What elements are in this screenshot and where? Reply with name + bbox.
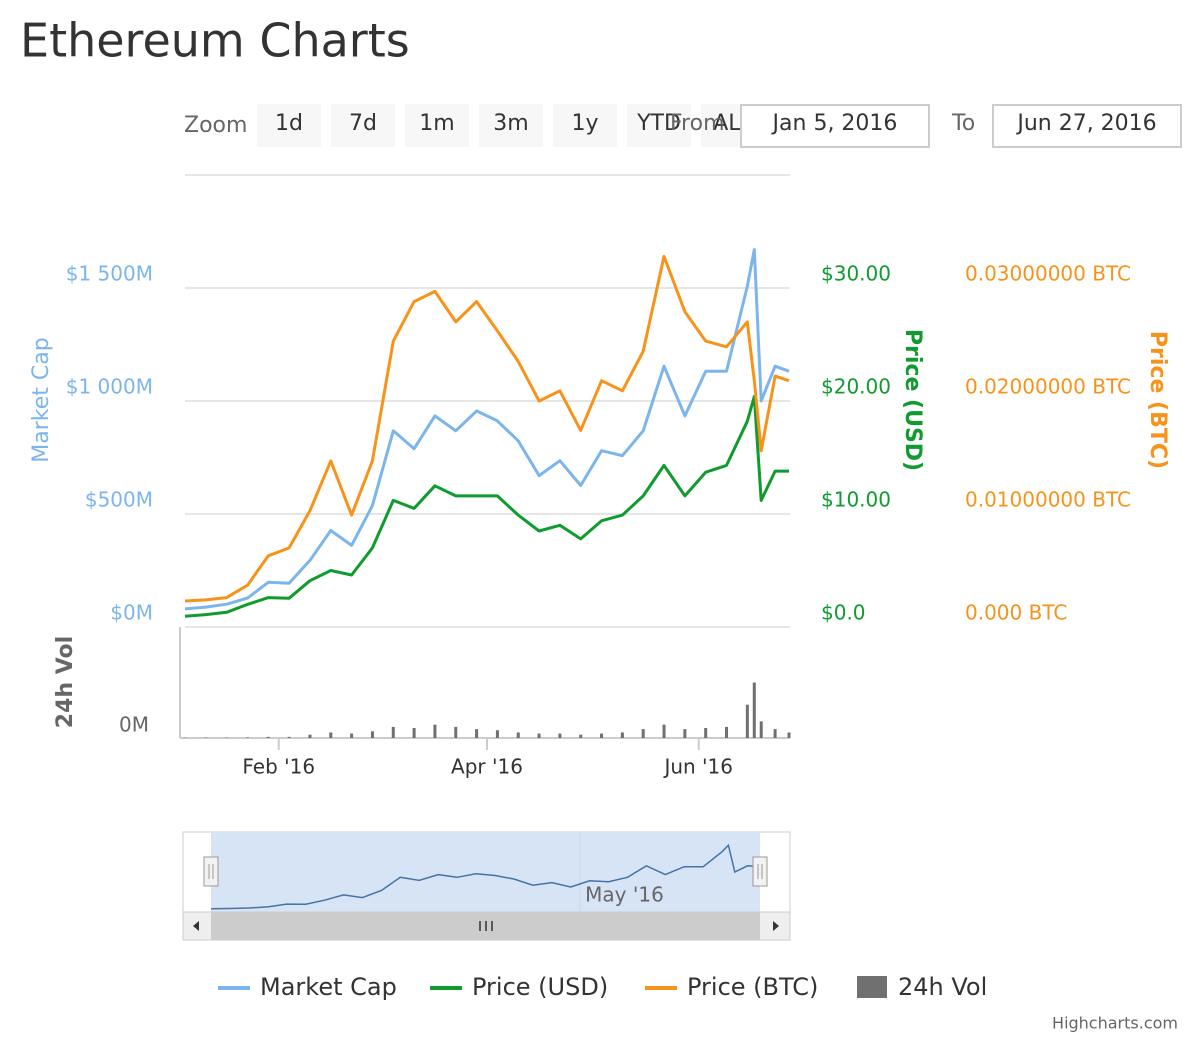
- series-line: [184, 248, 790, 611]
- volume-bar: [287, 736, 291, 738]
- y-tick-label: $1 500M: [66, 262, 153, 286]
- volume-bar: [641, 729, 645, 738]
- volume-bar: [683, 729, 687, 738]
- scroll-left-arrow[interactable]: [193, 921, 199, 931]
- to-label: To: [951, 111, 975, 136]
- plot: $0M $500M $1 000M $1 500M $0.0 $10.00 $20.00 $3…: [66, 248, 1131, 912]
- y3-axis-title: Price (BTC): [1145, 331, 1170, 469]
- x-tick-label: Apr '16: [451, 755, 523, 779]
- zoom-label: Zoom: [184, 113, 247, 138]
- from-label: From: [670, 111, 725, 136]
- y-tick-label: $500M: [85, 488, 153, 512]
- zoom-button[interactable]: [257, 104, 321, 147]
- volume-bar: [391, 726, 395, 738]
- y2-tick-label: $0.0: [821, 601, 866, 625]
- legend: Market Cap Price (USD) Price (BTC) 24h Vol: [218, 973, 987, 1001]
- legend-label[interactable]: Market Cap: [260, 973, 397, 1001]
- scrollbar-grip: [479, 921, 493, 931]
- volume-bar: [329, 732, 333, 738]
- y3-tick-label: 0.03000000 BTC: [965, 262, 1131, 286]
- zoom-button-label[interactable]: 3m: [493, 111, 528, 136]
- navigator-series: [210, 843, 761, 910]
- volume-bar: [662, 724, 666, 738]
- credits[interactable]: Highcharts.com: [1052, 1014, 1178, 1033]
- y2-tick-label: $10.00: [821, 488, 891, 512]
- volume-bar: [745, 704, 749, 738]
- volume-bar: [600, 733, 604, 738]
- volume-bar: [245, 737, 249, 738]
- from-input[interactable]: [740, 104, 930, 148]
- y3-tick-label: 0.02000000 BTC: [965, 375, 1131, 399]
- y-tick-label: $0M: [110, 601, 153, 625]
- navigator-handle-right[interactable]: [752, 856, 768, 887]
- zoom-button-label[interactable]: 1m: [419, 111, 454, 136]
- zoom-button-label[interactable]: 1d: [275, 111, 303, 136]
- volume-axis-title: 24h Vol: [53, 636, 78, 728]
- from-value[interactable]: Jan 5, 2016: [771, 111, 898, 136]
- handle-grip: [208, 864, 214, 879]
- zoom-button[interactable]: [331, 104, 395, 147]
- volume-bar: [773, 729, 777, 738]
- legend-symbol[interactable]: [857, 976, 887, 998]
- legend-label[interactable]: Price (BTC): [687, 973, 818, 1001]
- volume-bar: [370, 731, 374, 738]
- legend-label[interactable]: 24h Vol: [898, 973, 987, 1001]
- y2-tick-label: $20.00: [821, 375, 891, 399]
- to-value[interactable]: Jun 27, 2016: [1015, 111, 1156, 136]
- zoom-button-label[interactable]: 1y: [571, 111, 598, 136]
- volume-bar: [787, 732, 791, 738]
- scroll-right-arrow[interactable]: [773, 921, 779, 931]
- y-tick-label: $1 000M: [66, 375, 153, 399]
- navigator-handle-left[interactable]: [203, 856, 219, 887]
- y2-axis-title: Price (USD): [900, 329, 925, 471]
- x-tick-label: Feb '16: [242, 755, 315, 779]
- navigator-selection[interactable]: [211, 832, 760, 912]
- volume-bar: [558, 733, 562, 738]
- to-input[interactable]: [992, 104, 1182, 148]
- volume-bar: [308, 734, 312, 738]
- zoom-button[interactable]: [405, 104, 469, 147]
- volume-bar: [350, 733, 354, 738]
- volume-bar: [475, 729, 479, 738]
- legend-label[interactable]: Price (USD): [472, 973, 608, 1001]
- volume-bar: [752, 682, 756, 738]
- volume-bar: [537, 733, 541, 738]
- x-tick-label: Jun '16: [662, 755, 733, 779]
- y-axis-title: Market Cap: [29, 337, 54, 462]
- zoom-button-label[interactable]: YTD: [636, 111, 681, 136]
- volume-bar: [704, 728, 708, 738]
- y3-tick-label: 0.01000000 BTC: [965, 488, 1131, 512]
- volume-bar: [516, 732, 520, 738]
- volume-bar: [579, 734, 583, 738]
- volume-bar: [454, 726, 458, 738]
- zoom-button-label[interactable]: 7d: [349, 111, 377, 136]
- series-line: [184, 254, 790, 603]
- volume-bar: [412, 728, 416, 738]
- volume-bar: [433, 724, 437, 738]
- navigator-tick-label: May '16: [585, 883, 664, 907]
- page-title: Ethereum Charts: [20, 14, 410, 68]
- y2-tick-label: $30.00: [821, 262, 891, 286]
- volume-bar: [759, 721, 763, 738]
- handle-grip: [757, 864, 763, 879]
- volume-bar: [620, 732, 624, 738]
- volume-bar: [495, 730, 499, 738]
- zoom-button[interactable]: [627, 104, 691, 147]
- zoom-button[interactable]: [479, 104, 543, 147]
- series-line: [184, 395, 789, 618]
- y3-tick-label: 0.000 BTC: [965, 601, 1067, 625]
- volume-bar: [266, 736, 270, 738]
- volume-bar: [725, 726, 729, 738]
- volume-tick-label: 0M: [119, 713, 149, 737]
- zoom-button[interactable]: [553, 104, 617, 147]
